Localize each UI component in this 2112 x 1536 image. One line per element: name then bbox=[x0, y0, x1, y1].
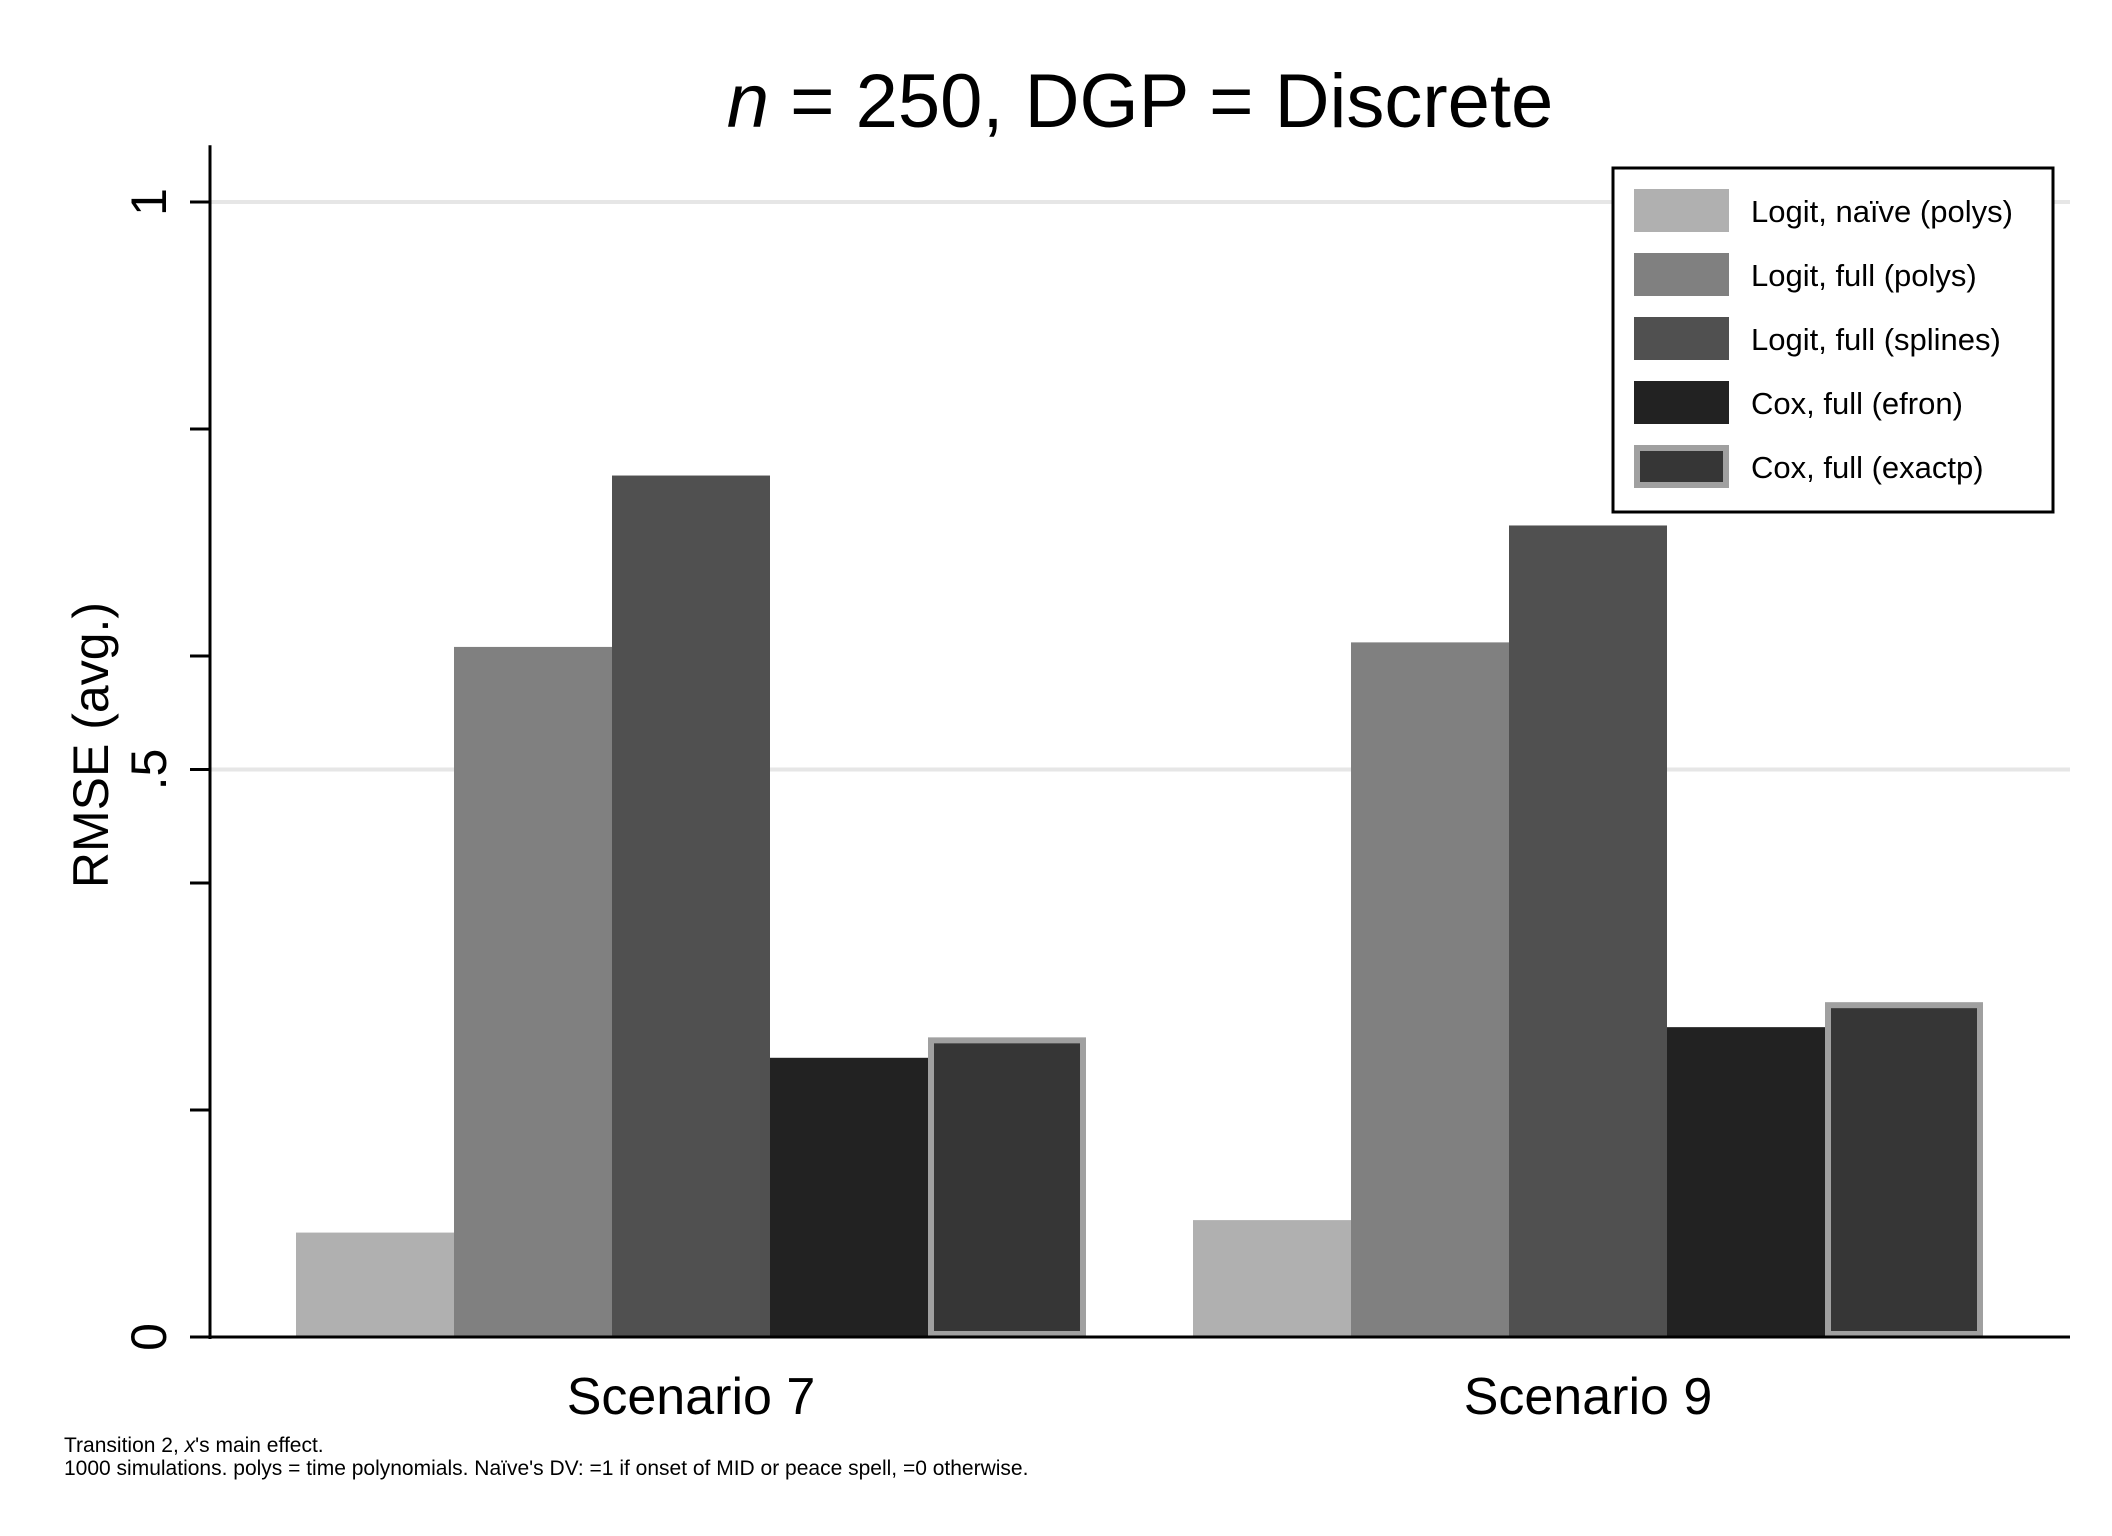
y-tick-label-2: 1 bbox=[121, 188, 177, 216]
bar-1-2 bbox=[1509, 525, 1667, 1337]
legend: Logit, naïve (polys) Logit, full (polys) L… bbox=[1611, 166, 2055, 514]
x-category-label-1: Scenario 9 bbox=[1464, 1368, 1713, 1426]
chart-title-italic: n bbox=[727, 59, 769, 144]
chart-title-rest: = 250, DGP = Discrete bbox=[769, 59, 1553, 144]
bar-1-4 bbox=[1825, 1002, 1983, 1337]
legend-swatch-2 bbox=[1634, 317, 1729, 360]
legend-label-3: Cox, full (efron) bbox=[1751, 386, 1963, 421]
bar-0-1 bbox=[454, 646, 612, 1337]
legend-swatch-3 bbox=[1634, 381, 1729, 424]
y-tick-label-0: 0 bbox=[121, 1323, 177, 1351]
legend-swatch-0 bbox=[1634, 189, 1729, 232]
legend-label-0: Logit, naïve (polys) bbox=[1751, 194, 2013, 229]
legend-swatch-1 bbox=[1634, 253, 1729, 296]
axes bbox=[208, 145, 2070, 1339]
legend-label-2: Logit, full (splines) bbox=[1751, 322, 2001, 357]
y-ticks: 0.51 bbox=[121, 188, 210, 1351]
y-tick-label-1: .5 bbox=[121, 749, 177, 791]
legend-swatch-4 bbox=[1634, 445, 1729, 488]
bars bbox=[296, 475, 1983, 1337]
note-line-2: 1000 simulations. polys = time polynomia… bbox=[64, 1457, 1028, 1480]
bar-1-1 bbox=[1351, 642, 1509, 1337]
bar-1-0 bbox=[1193, 1220, 1351, 1337]
chart-title: n = 250, DGP = Discrete bbox=[727, 59, 1554, 144]
legend-label-4: Cox, full (exactp) bbox=[1751, 450, 1984, 485]
bar-1-3 bbox=[1667, 1027, 1825, 1337]
legend-label-1: Logit, full (polys) bbox=[1751, 258, 1977, 293]
bar-0-2 bbox=[612, 475, 770, 1337]
bar-0-0 bbox=[296, 1232, 454, 1337]
x-category-label-0: Scenario 7 bbox=[567, 1368, 816, 1426]
note-line-1: Transition 2, x's main effect. bbox=[64, 1434, 324, 1457]
bar-0-4 bbox=[928, 1037, 1086, 1337]
y-axis-label: RMSE (avg.) bbox=[63, 602, 119, 888]
x-ticks: Scenario 7 Scenario 9 bbox=[567, 1368, 1713, 1426]
bar-0-3 bbox=[770, 1057, 928, 1337]
